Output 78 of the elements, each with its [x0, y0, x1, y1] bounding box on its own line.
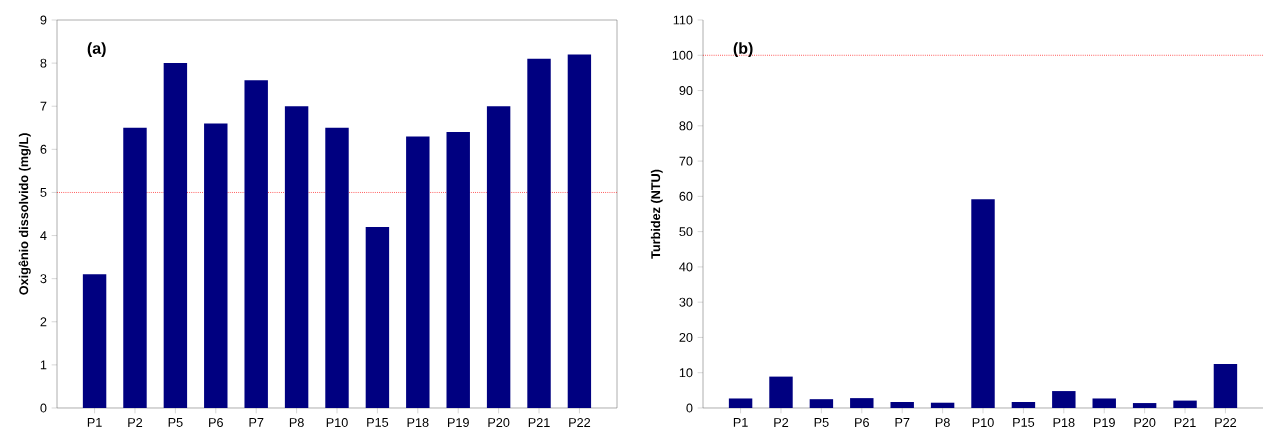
- y-tick-label: 60: [679, 191, 693, 201]
- annotation: (a): [87, 42, 106, 58]
- x-tick-label: P15: [367, 418, 389, 427]
- bar: [244, 80, 268, 408]
- y-tick-label: 5: [40, 188, 47, 197]
- bar: [406, 136, 430, 408]
- bar: [204, 123, 228, 408]
- x-tick-label: P20: [1134, 418, 1156, 428]
- x-tick-label: P18: [407, 418, 429, 428]
- y-tick-label: 80: [679, 121, 693, 131]
- bar: [365, 226, 390, 408]
- bar: [890, 402, 914, 408]
- x-tick-label: P1: [733, 418, 748, 427]
- bar: [971, 199, 995, 408]
- y-tick-label: 2: [40, 317, 47, 327]
- x-tick-label: P7: [895, 418, 910, 427]
- bar: [769, 376, 793, 408]
- bar: [163, 63, 188, 408]
- bar: [1213, 363, 1238, 408]
- x-tick-label: P22: [1215, 418, 1237, 427]
- bar: [325, 127, 349, 408]
- bar: [728, 398, 753, 408]
- y-tick-label: 90: [679, 86, 693, 96]
- bar: [123, 127, 147, 408]
- annotation: (b): [733, 42, 753, 58]
- y-axis-title: Oxigênio dissolvido (mg/L): [18, 133, 31, 295]
- y-tick-label: 20: [679, 332, 693, 342]
- x-tick-label: P21: [1174, 418, 1196, 427]
- y-axis-title: Turbidez (NTU): [650, 169, 663, 259]
- x-tick-label: P6: [209, 418, 223, 428]
- x-tick-label: P2: [774, 418, 789, 427]
- x-tick-label: P5: [168, 418, 183, 427]
- x-tick-label: P8: [289, 418, 304, 428]
- y-tick-label: 8: [40, 58, 47, 68]
- x-tick-label: P8: [935, 418, 950, 428]
- x-tick-label: P10: [326, 418, 348, 428]
- bar: [284, 106, 309, 408]
- bar: [930, 402, 955, 408]
- y-tick-label: 0: [686, 403, 693, 413]
- bar: [446, 132, 470, 408]
- y-tick-label: 30: [679, 297, 693, 307]
- bar: [486, 106, 511, 408]
- bar: [850, 398, 874, 408]
- x-tick-label: P19: [447, 418, 469, 428]
- bar: [527, 58, 551, 408]
- bar: [809, 399, 834, 408]
- bar: [1092, 398, 1116, 408]
- y-tick-label: 50: [679, 227, 693, 237]
- x-tick-label: P1: [87, 418, 102, 427]
- x-tick-label: P5: [814, 418, 829, 427]
- y-tick-label: 100: [672, 50, 693, 60]
- y-tick-label: 7: [40, 101, 47, 111]
- bar: [1011, 402, 1036, 408]
- x-tick-label: P21: [528, 418, 550, 427]
- x-tick-label: P10: [972, 418, 994, 428]
- y-tick-label: 9: [40, 15, 47, 25]
- x-tick-label: P15: [1013, 418, 1035, 427]
- bar: [1052, 391, 1076, 408]
- y-tick-label: 10: [679, 368, 693, 378]
- y-tick-label: 4: [40, 231, 47, 240]
- y-tick-label: 6: [40, 144, 47, 154]
- bar: [82, 274, 107, 408]
- x-tick-label: P22: [569, 418, 591, 427]
- x-tick-label: P18: [1053, 418, 1075, 428]
- x-tick-label: P2: [128, 418, 143, 427]
- y-tick-label: 110: [673, 15, 693, 25]
- x-tick-label: P6: [855, 418, 869, 428]
- x-tick-label: P19: [1094, 418, 1115, 428]
- y-tick-label: 40: [679, 262, 693, 272]
- x-tick-label: P20: [488, 418, 510, 428]
- y-tick-label: 3: [40, 274, 47, 284]
- bar: [567, 54, 592, 408]
- y-tick-label: 0: [40, 403, 47, 413]
- x-tick-label: P7: [249, 418, 264, 427]
- bar: [1132, 403, 1157, 408]
- y-tick-label: 1: [40, 360, 47, 370]
- bar: [1173, 400, 1197, 408]
- y-tick-label: 70: [679, 156, 693, 166]
